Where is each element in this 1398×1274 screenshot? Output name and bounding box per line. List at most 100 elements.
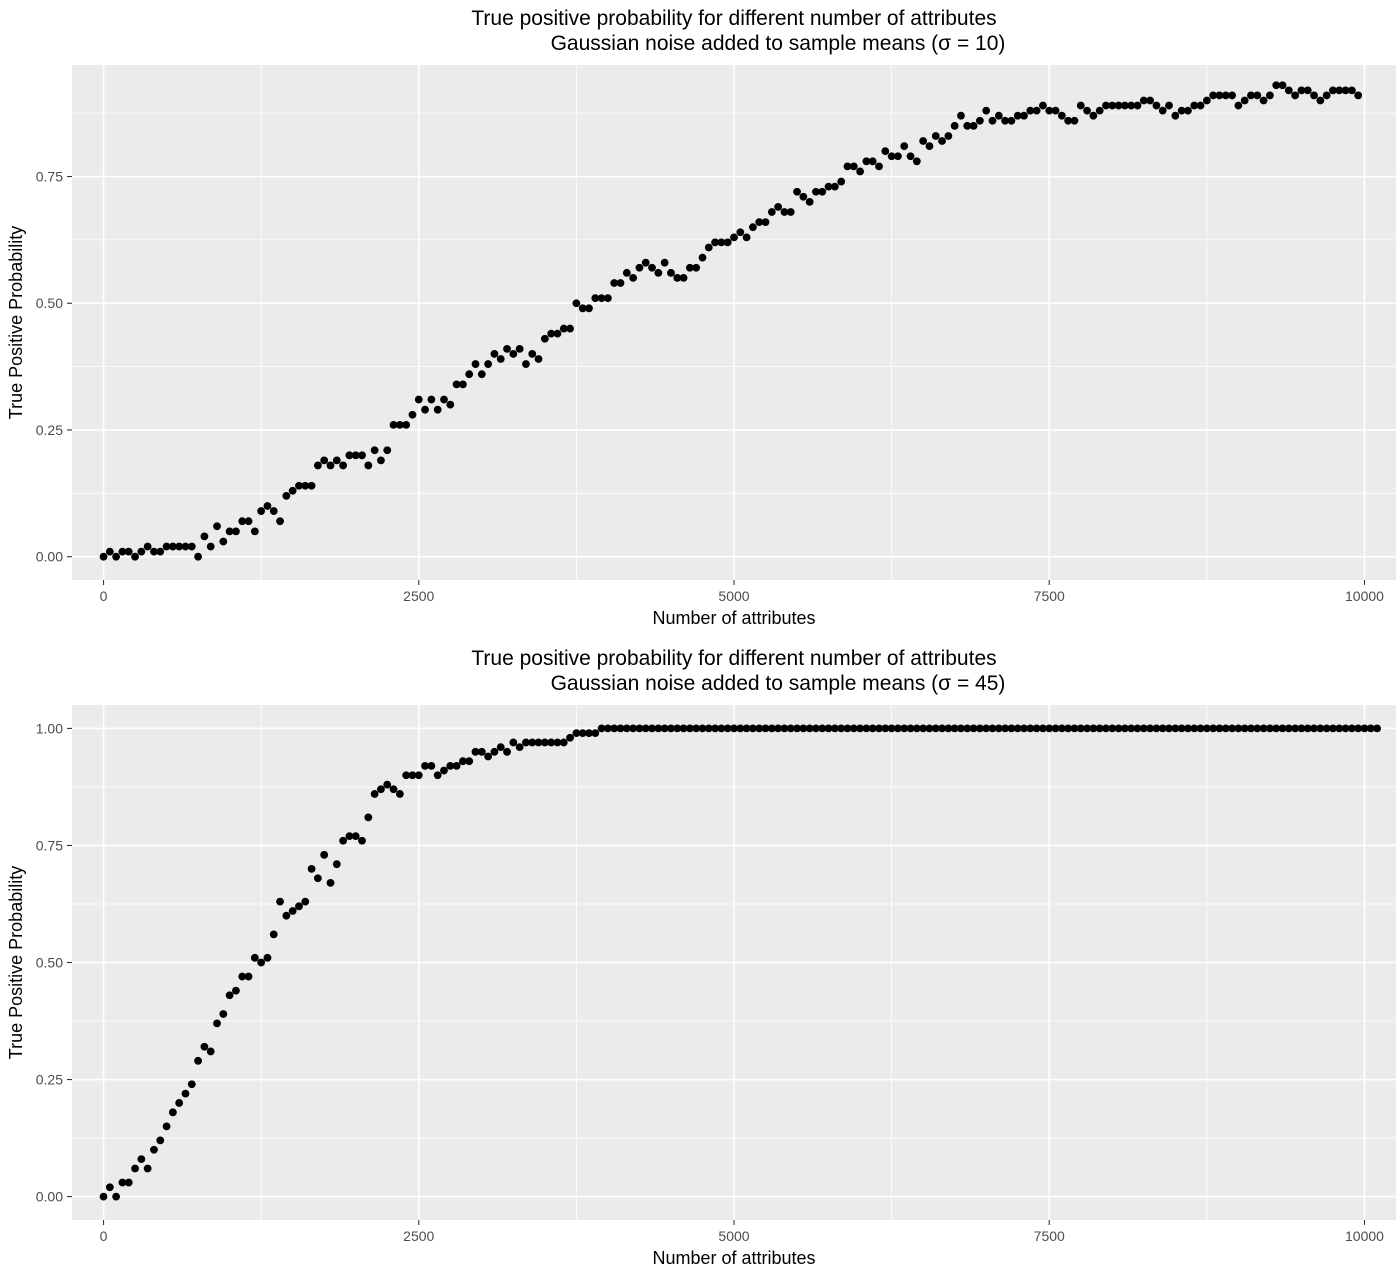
data-point xyxy=(395,420,404,429)
data-point xyxy=(648,263,656,272)
data-point xyxy=(969,121,978,130)
data-point xyxy=(358,836,366,845)
data-point xyxy=(471,747,480,756)
data-point xyxy=(1032,724,1041,733)
data-point xyxy=(717,238,726,247)
data-point xyxy=(345,451,354,460)
data-point xyxy=(364,813,373,822)
data-point xyxy=(900,142,909,151)
data-point xyxy=(1259,96,1268,105)
data-point xyxy=(1127,101,1136,110)
data-point xyxy=(433,405,442,414)
data-points xyxy=(99,81,1363,561)
data-point xyxy=(761,218,770,227)
data-point xyxy=(1133,101,1142,110)
data-point xyxy=(667,724,675,733)
data-point xyxy=(774,203,783,211)
data-point xyxy=(414,395,423,404)
data-point xyxy=(957,724,965,733)
data-point xyxy=(622,724,631,733)
data-point xyxy=(1083,106,1091,115)
data-point xyxy=(654,268,663,277)
data-point xyxy=(950,121,959,130)
data-point xyxy=(1360,724,1369,733)
data-point xyxy=(635,263,644,272)
data-point xyxy=(591,729,600,737)
data-point xyxy=(1322,724,1331,733)
data-point xyxy=(345,832,354,840)
data-point xyxy=(395,790,404,798)
x-tick-label: 5000 xyxy=(718,1228,749,1244)
data-point xyxy=(282,911,291,920)
data-point xyxy=(1165,101,1173,110)
data-point xyxy=(219,537,228,546)
data-point xyxy=(295,481,303,490)
data-point xyxy=(257,507,266,515)
data-point xyxy=(875,724,883,733)
data-point xyxy=(975,724,984,733)
data-point xyxy=(389,420,398,429)
data-point xyxy=(1165,724,1173,733)
data-point xyxy=(1329,724,1337,733)
data-point xyxy=(761,724,770,733)
data-point xyxy=(143,1164,152,1173)
data-point xyxy=(1114,724,1123,733)
data-point xyxy=(402,420,411,429)
data-point xyxy=(1291,91,1300,100)
data-point xyxy=(326,879,335,887)
data-point xyxy=(1051,106,1060,115)
data-point xyxy=(673,273,682,282)
data-point xyxy=(975,116,984,125)
data-point xyxy=(780,208,789,216)
data-point xyxy=(1303,86,1312,95)
data-point xyxy=(1240,96,1249,105)
data-point xyxy=(112,1192,121,1201)
data-point xyxy=(692,263,701,272)
data-point xyxy=(849,162,858,171)
data-point xyxy=(1202,96,1211,105)
data-point xyxy=(931,724,940,733)
chart-title: True positive probability for different … xyxy=(471,647,996,670)
y-tick-label: 1.00 xyxy=(36,720,63,736)
data-point xyxy=(263,953,272,962)
data-point xyxy=(1228,91,1236,100)
x-tick-label: 0 xyxy=(100,1228,108,1244)
data-point xyxy=(616,724,625,733)
data-point xyxy=(358,451,366,460)
data-point xyxy=(906,724,915,733)
data-point xyxy=(540,738,549,747)
data-point xyxy=(1158,724,1167,733)
data-point xyxy=(799,724,808,733)
data-point xyxy=(742,724,751,733)
data-point xyxy=(1127,724,1136,733)
data-point xyxy=(648,724,656,733)
data-point xyxy=(1209,724,1218,733)
data-point xyxy=(1196,101,1205,110)
data-point xyxy=(547,738,556,747)
data-point xyxy=(1272,724,1281,733)
data-point xyxy=(232,986,240,995)
data-point xyxy=(213,522,221,531)
data-point xyxy=(1297,724,1306,733)
data-point xyxy=(105,1183,114,1192)
data-point xyxy=(994,724,1003,733)
x-tick-label: 10000 xyxy=(1345,1228,1384,1244)
data-point xyxy=(685,263,694,272)
data-point xyxy=(812,724,820,733)
data-point xyxy=(1177,106,1186,115)
data-point xyxy=(276,897,284,906)
data-point xyxy=(1020,111,1028,120)
data-point xyxy=(244,517,253,526)
data-point xyxy=(1007,116,1016,125)
data-point xyxy=(988,116,997,125)
data-point xyxy=(1146,724,1155,733)
data-point xyxy=(919,137,928,145)
data-point xyxy=(1146,96,1155,105)
data-point xyxy=(1234,724,1243,733)
data-point xyxy=(1335,86,1344,95)
data-point xyxy=(515,344,524,353)
data-point xyxy=(862,157,871,166)
data-point xyxy=(944,724,953,733)
data-point xyxy=(131,1164,139,1173)
data-point xyxy=(370,446,379,455)
